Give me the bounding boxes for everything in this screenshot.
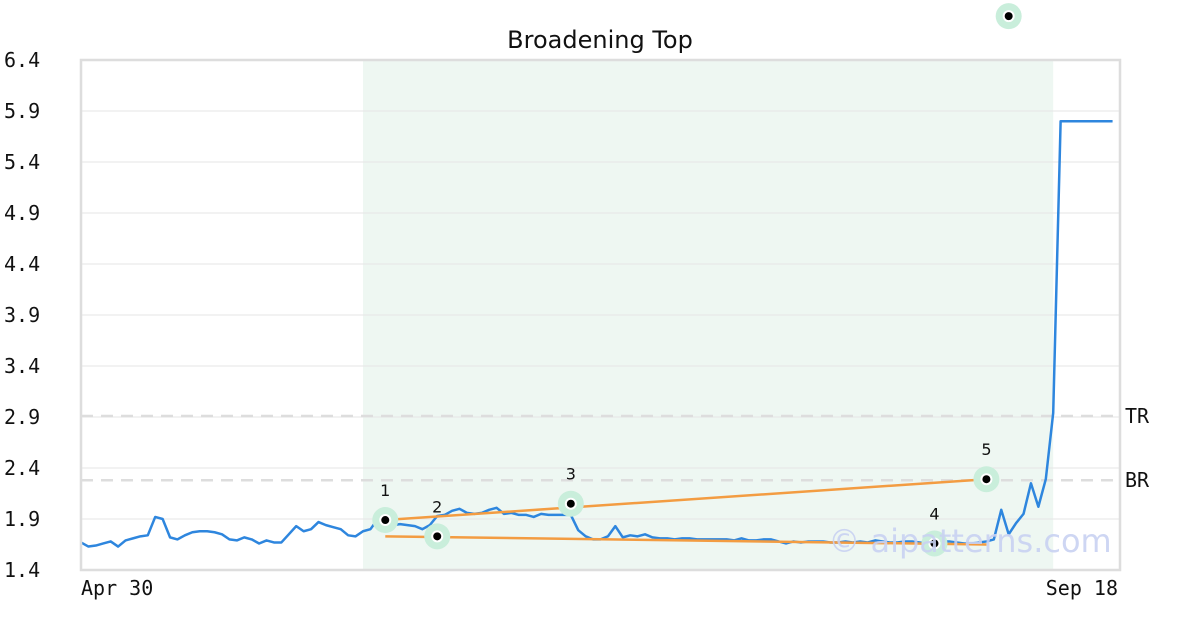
pattern-point-label: 3: [566, 465, 576, 484]
plot-area: 1.4 1.9 2.4 2.9 3.4 3.9 4.4 4.9 5.4 5.9 6.4 Apr 30 S…: [4, 3, 1150, 600]
y-tick-label: 2.9: [4, 405, 40, 429]
pattern-trend-line: [385, 477, 987, 522]
pattern-point: [564, 497, 577, 510]
y-tick-label: 6.4: [4, 48, 40, 72]
y-tick-label: 1.4: [4, 558, 40, 582]
pattern-point-label: 4: [929, 504, 939, 523]
x-tick-label: Apr 30: [81, 576, 153, 600]
plot-border: [79, 58, 1122, 572]
y-tick-label: 4.4: [4, 252, 40, 276]
y-tick-label: 3.9: [4, 303, 40, 327]
pattern-point-label: 2: [432, 497, 442, 516]
y-tick-label: 5.4: [4, 150, 40, 174]
pattern-point-label: 5: [981, 440, 991, 459]
reference-line-label: BR: [1125, 468, 1150, 492]
pattern-point: [431, 530, 444, 543]
pattern-point: [379, 514, 392, 527]
reference-line-label: TR: [1125, 404, 1150, 428]
y-tick-label: 2.4: [4, 456, 40, 480]
pattern-point: [980, 473, 993, 486]
y-tick-label: 3.4: [4, 354, 40, 378]
pattern-point: [928, 537, 941, 550]
extra-point: [1002, 10, 1015, 23]
chart-title: Broadening Top: [507, 26, 693, 54]
pattern-trend-line: [385, 535, 987, 546]
y-tick-label: 4.9: [4, 201, 40, 225]
y-tick-label: 1.9: [4, 507, 40, 531]
pattern-point-label: 1: [380, 481, 390, 500]
x-tick-label: Sep 18: [1046, 576, 1118, 600]
y-tick-label: 5.9: [4, 99, 40, 123]
watermark: © aipatterns.com: [828, 522, 1111, 560]
